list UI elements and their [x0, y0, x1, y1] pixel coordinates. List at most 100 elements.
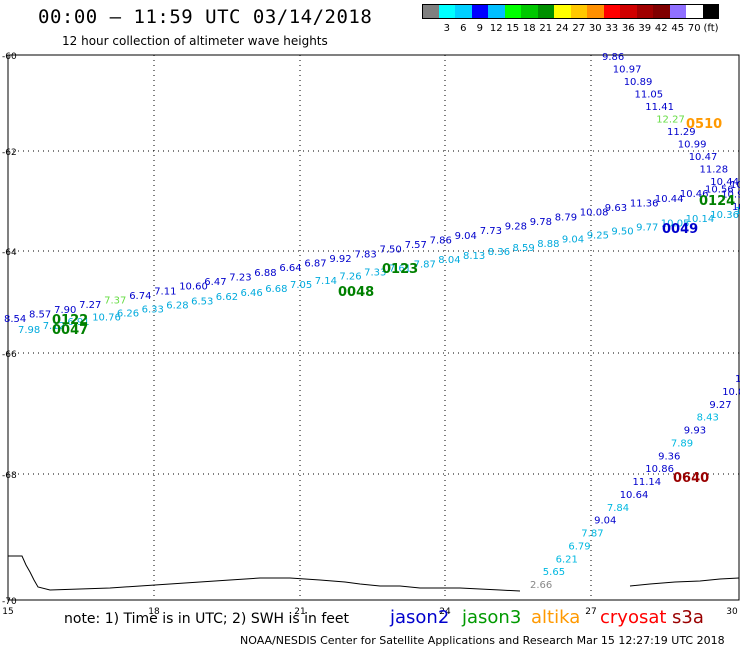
wave-height-value: 11.14	[633, 477, 662, 488]
wave-height-value: 9.93	[684, 426, 706, 437]
lon-tick-label: 27	[585, 607, 596, 617]
wave-height-value: 6.87	[304, 259, 326, 270]
legend-label: 21	[539, 23, 553, 34]
wave-height-value: 10.64	[620, 490, 649, 501]
wave-height-value: 10.60	[179, 282, 208, 293]
map-frame	[7, 54, 740, 601]
wave-height-value: 10.0	[722, 387, 740, 398]
lon-tick-label: 21	[294, 607, 305, 617]
wave-height-value: 6.79	[568, 541, 590, 552]
wave-height-value: 7.90	[54, 305, 76, 316]
wave-height-value: 6.91	[67, 317, 89, 328]
wave-height-value: 10.44	[655, 194, 684, 205]
legend-label: 12	[489, 23, 503, 34]
wave-height-value: 2.66	[530, 580, 552, 591]
wave-height-value: 10.61	[730, 180, 740, 191]
wave-height-value: 7.84	[607, 503, 629, 514]
legend-label: 6	[460, 23, 467, 34]
legend-swatch	[537, 4, 554, 19]
wave-height-value: 6.47	[204, 277, 226, 288]
wave-height-value: 7.87	[581, 529, 603, 540]
wave-height-value: 6.74	[129, 291, 151, 302]
wave-height-value: 10.89	[624, 77, 653, 88]
legend-label: 42	[654, 23, 668, 34]
pass-time-label: 0049	[662, 222, 698, 237]
legend-label: 70	[687, 23, 701, 34]
wave-height-value: 8.88	[537, 239, 559, 250]
legend-label: 15	[506, 23, 520, 34]
wave-height-value: 10.08	[580, 208, 609, 219]
footnote: note: 1) Time is in UTC; 2) SWH is in fe…	[64, 611, 350, 627]
wave-height-value: 7.89	[671, 438, 693, 449]
wave-height-value: 9.36	[658, 451, 680, 462]
wave-height-value: 7.73	[480, 226, 502, 237]
wave-height-value: 10.76	[92, 313, 121, 324]
legend-swatch	[636, 4, 653, 19]
wave-height-value: 10.36	[710, 210, 739, 221]
wave-height-value: 8.59	[513, 243, 535, 254]
wave-height-value: 6.46	[241, 288, 263, 299]
wave-height-value: 7.83	[355, 249, 377, 260]
satellite-label: jason2	[390, 607, 450, 628]
legend-label: 3	[443, 23, 450, 34]
pass-time-label: 0122	[52, 313, 88, 328]
wave-height-value: 8.79	[555, 212, 577, 223]
lat-tick-label: -66	[2, 350, 17, 360]
pass-time-label: 0510	[686, 117, 722, 132]
wave-height-value: 11.05	[635, 90, 664, 101]
wave-height-value: 6.53	[191, 296, 213, 307]
wave-height-value: 10.46	[680, 189, 709, 200]
wave-height-value: 7.26	[339, 272, 361, 283]
legend-swatch	[620, 4, 637, 19]
wave-height-value: 10.41	[735, 206, 740, 217]
wave-height-value: 6.26	[117, 309, 139, 320]
wave-height-value: 8.57	[29, 309, 51, 320]
lat-tick-label: -64	[2, 248, 17, 258]
wave-height-value: 7.33	[364, 268, 386, 279]
pass-time-label: 0640	[673, 471, 709, 486]
wave-height-value: 6.64	[279, 263, 301, 274]
wave-height-value: 9.28	[505, 222, 527, 233]
legend-swatch	[554, 4, 571, 19]
wave-height-value: 8.43	[697, 413, 719, 424]
legend-label: 45	[671, 23, 685, 34]
legend-swatch	[653, 4, 670, 19]
wave-height-value: 9.63	[605, 203, 627, 214]
wave-height-value: 10.6	[735, 374, 740, 385]
legend-label: 24	[555, 23, 569, 34]
wave-height-value: 8.04	[438, 255, 460, 266]
satellite-label: cryosat	[600, 607, 667, 628]
pass-time-label: 0047	[52, 323, 88, 338]
legend-swatch	[570, 4, 587, 19]
lat-tick-label: -70	[2, 597, 17, 607]
lat-tick-label: -60	[2, 52, 17, 62]
wave-height-value: 6.88	[254, 268, 276, 279]
wave-height-value: 7.23	[229, 272, 251, 283]
wave-height-value: 6.28	[166, 300, 188, 311]
wave-height-value: 9.92	[329, 254, 351, 265]
pass-time-label: 0123	[382, 262, 418, 277]
legend-swatch	[488, 4, 505, 19]
wave-height-value: 9.27	[709, 400, 731, 411]
wave-height-value: 7.27	[79, 300, 101, 311]
lat-tick-label: -68	[2, 471, 17, 481]
wave-height-value: 10.44	[710, 177, 739, 188]
legend-label: 18	[522, 23, 536, 34]
wave-height-value: 10.14	[686, 214, 715, 225]
wave-height-value: 8.13	[463, 251, 485, 262]
map-subtitle: 12 hour collection of altimeter wave hei…	[62, 34, 328, 48]
legend-unit: (ft)	[703, 23, 719, 34]
wave-height-value: 7.11	[154, 286, 176, 297]
legend-swatch	[438, 4, 455, 19]
wave-height-value: 10.56	[705, 185, 734, 196]
wave-height-value: 7.86	[430, 235, 452, 246]
wave-height-value: 7.57	[405, 240, 427, 251]
legend-label: 36	[621, 23, 635, 34]
pass-time-label: 0048	[338, 285, 374, 300]
wave-height-value: 6.33	[142, 305, 164, 316]
pass-time-label: 0124	[699, 194, 735, 209]
wave-height-value: 7.14	[315, 276, 337, 287]
lat-tick-label: -62	[2, 148, 17, 158]
